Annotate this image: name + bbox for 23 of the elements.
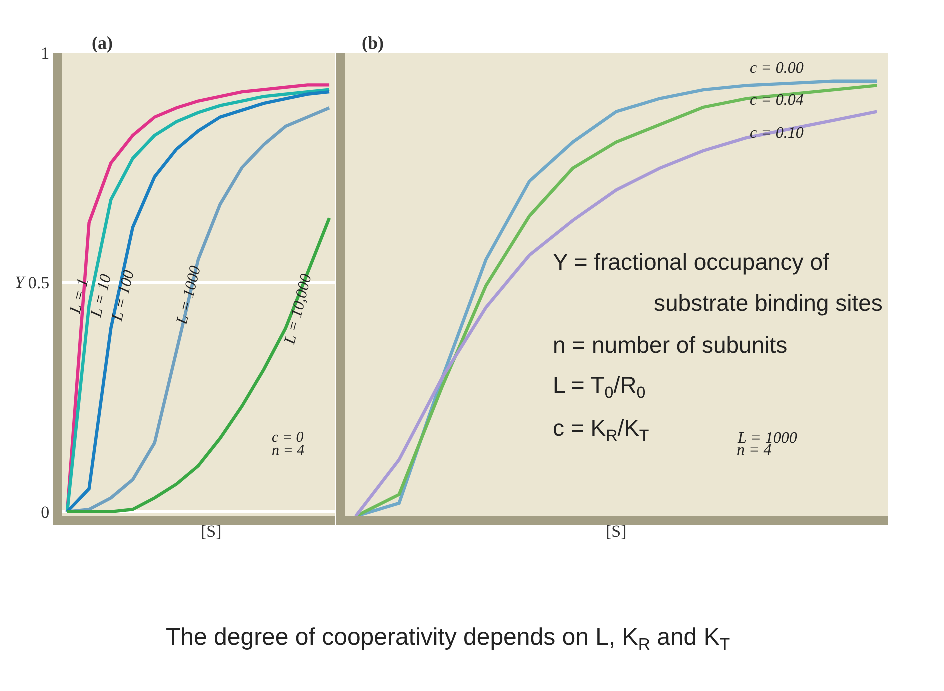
annotation: n = 4 <box>272 443 306 459</box>
annotation: L = T$_{0}$/R$_{0}$ <box>553 372 646 402</box>
y-tick-label: 0 <box>41 502 50 522</box>
x-axis-title: [S] <box>201 522 222 541</box>
chart-title: (b) <box>362 33 384 53</box>
text: L = 1 <box>66 276 92 316</box>
annotation: n = number of subunits <box>553 332 788 358</box>
annotation: c = 0 <box>272 430 304 446</box>
line-series <box>66 216 332 514</box>
text: L = 1000 <box>173 264 205 328</box>
annotation: c = K$_{R}$/K$_{T}$ <box>553 415 650 445</box>
chart-title: (a) <box>92 33 113 53</box>
annotation: Y = fractional occupancy of <box>553 249 830 275</box>
y-tick-label: 1 <box>41 44 50 64</box>
annotation: substrate binding sites <box>654 290 883 316</box>
text: L = 10,000 <box>281 272 316 348</box>
text: The degree of cooperativity depends on L, K$_{R}$ and K$_{T}$ <box>166 624 730 654</box>
x-axis-title: [S] <box>606 522 627 541</box>
y-axis-title: Y <box>15 273 26 292</box>
y-tick-label: 0.5 <box>28 273 50 292</box>
series-label: c = 0.10 <box>750 125 804 142</box>
series-label: c = 0.00 <box>750 60 804 77</box>
annotation: n = 4 <box>737 442 772 459</box>
